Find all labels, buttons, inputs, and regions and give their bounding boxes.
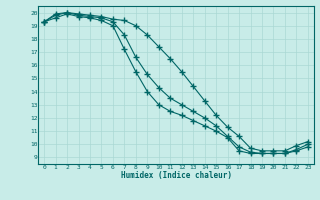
X-axis label: Humidex (Indice chaleur): Humidex (Indice chaleur) <box>121 171 231 180</box>
